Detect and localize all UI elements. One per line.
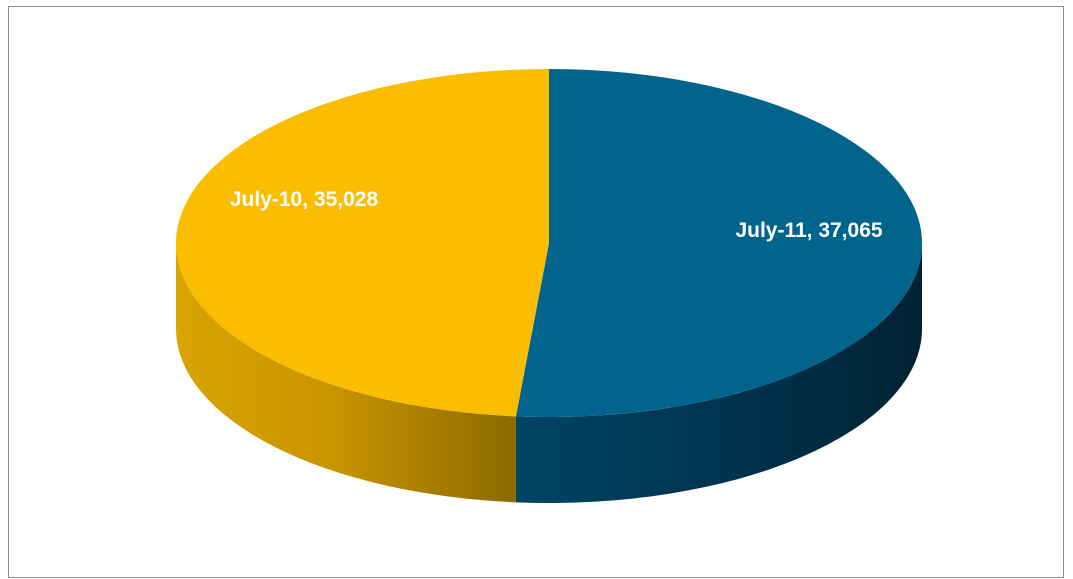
data-label-july-10: July-10, 35,028 (230, 188, 379, 211)
pie-slice-july-11 (515, 69, 922, 417)
pie-slice-july-10 (175, 69, 549, 417)
pie-side-july-10 (176, 243, 516, 503)
chart-frame: July-11, 37,065 July-10, 35,028 (8, 6, 1064, 578)
data-label-july-11: July-11, 37,065 (735, 219, 882, 242)
pie-chart: July-11, 37,065 July-10, 35,028 (175, 69, 922, 503)
pie-side-july-11 (515, 243, 922, 503)
